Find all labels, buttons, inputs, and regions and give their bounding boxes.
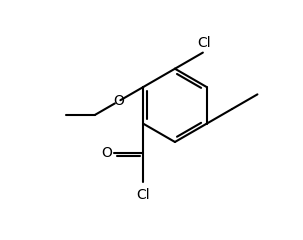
Text: O: O — [114, 94, 125, 108]
Text: Cl: Cl — [197, 36, 211, 50]
Text: O: O — [102, 146, 112, 160]
Text: Cl: Cl — [136, 188, 150, 202]
